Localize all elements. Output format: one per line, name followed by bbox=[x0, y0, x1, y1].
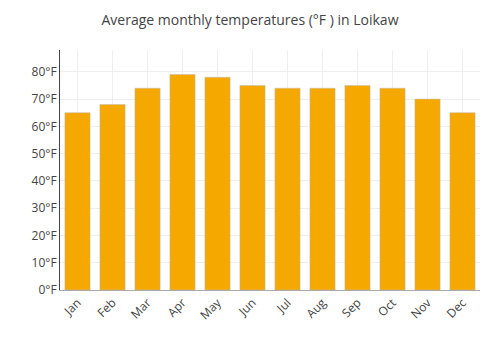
svg-text:Oct: Oct bbox=[374, 294, 400, 320]
svg-text:Mar: Mar bbox=[127, 294, 155, 322]
svg-text:80°F: 80°F bbox=[32, 63, 57, 80]
svg-text:Jun: Jun bbox=[234, 294, 259, 319]
svg-text:Jul: Jul bbox=[272, 294, 294, 316]
svg-text:10°F: 10°F bbox=[32, 254, 57, 271]
svg-text:Aug: Aug bbox=[302, 294, 330, 322]
svg-text:0°F: 0°F bbox=[38, 281, 56, 298]
svg-text:Dec: Dec bbox=[443, 294, 470, 321]
svg-text:70°F: 70°F bbox=[32, 90, 57, 107]
svg-text:20°F: 20°F bbox=[32, 227, 57, 244]
svg-text:40°F: 40°F bbox=[32, 172, 57, 189]
svg-text:Average monthly temperatures (: Average monthly temperatures (°F ) in Lo… bbox=[101, 10, 398, 29]
svg-text:Jan: Jan bbox=[60, 294, 85, 319]
svg-text:30°F: 30°F bbox=[32, 199, 57, 216]
svg-text:Nov: Nov bbox=[407, 294, 435, 322]
svg-text:May: May bbox=[196, 294, 225, 323]
svg-text:Apr: Apr bbox=[164, 294, 190, 320]
svg-text:Feb: Feb bbox=[93, 294, 119, 320]
svg-text:60°F: 60°F bbox=[32, 118, 57, 135]
svg-text:Sep: Sep bbox=[338, 294, 365, 321]
svg-text:50°F: 50°F bbox=[32, 145, 57, 162]
